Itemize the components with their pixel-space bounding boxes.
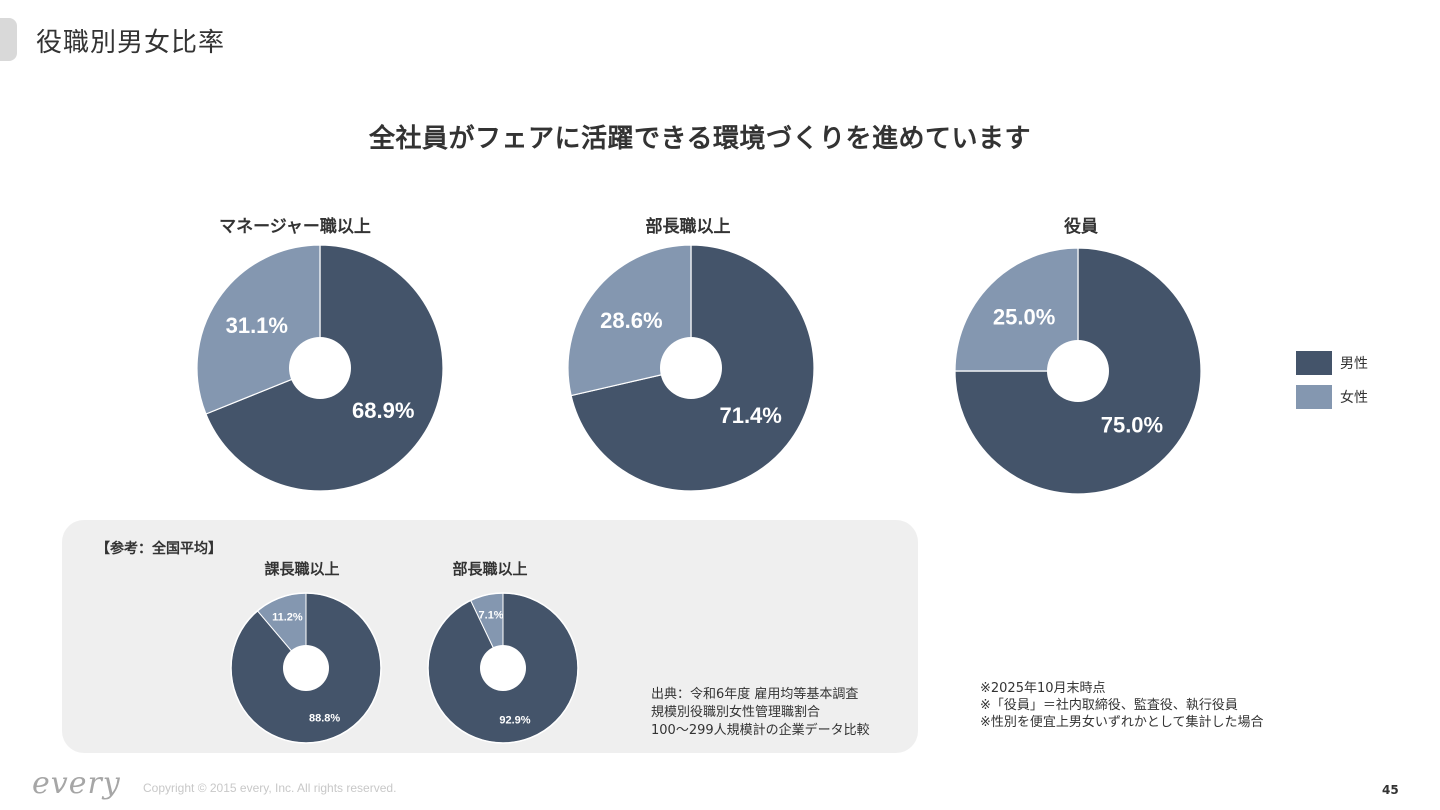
pie-data-label: 68.9% xyxy=(352,398,414,423)
reference-heading: 【参考：全国平均】 xyxy=(96,541,222,557)
pie-chart-director: 71.4% 28.6% xyxy=(567,244,815,492)
ref-pie-chart-section-chief: 88.8% 11.2% xyxy=(230,592,382,744)
source-line: 規模別役職別女性管理職割合 xyxy=(651,705,821,720)
pie-data-label: 25.0% xyxy=(993,305,1055,330)
source-line: 100〜299人規模計の企業データ比較 xyxy=(651,723,870,738)
pie-slice-female xyxy=(567,244,692,397)
pie-data-label: 28.6% xyxy=(600,308,662,333)
legend-item-male: 男性 xyxy=(1296,346,1368,380)
ref-chart-title-director: 部長職以上 xyxy=(452,560,528,578)
pie-outline xyxy=(230,592,382,744)
pie-data-label: 31.1% xyxy=(226,313,288,338)
company-logo: every xyxy=(32,766,121,801)
pie-chart-manager: 68.9% 31.1% xyxy=(196,244,444,492)
chart-title-director: 部長職以上 xyxy=(645,217,731,237)
pie-center-hole xyxy=(283,645,329,691)
pie-slice-female xyxy=(954,247,1079,372)
legend-item-female: 女性 xyxy=(1296,380,1368,414)
source-line: 出典：令和6年度 雇用均等基本調査 xyxy=(651,687,859,702)
pie-center-hole xyxy=(660,337,722,399)
footnote: ※性別を便宜上男女いずれかとして集計した場合 xyxy=(980,715,1264,730)
legend-label-female: 女性 xyxy=(1340,390,1368,406)
legend-label-male: 男性 xyxy=(1340,356,1368,372)
pie-data-label: 88.8% xyxy=(309,713,340,725)
ref-chart-title-section-chief: 課長職以上 xyxy=(264,560,340,578)
pie-data-label: 92.9% xyxy=(499,715,530,727)
footnotes: ※2025年10月末時点 ※「役員」＝社内取締役、監査役、執行役員 ※性別を便宜… xyxy=(980,680,1264,731)
footnote: ※2025年10月末時点 xyxy=(980,681,1106,696)
footnote: ※「役員」＝社内取締役、監査役、執行役員 xyxy=(980,698,1238,713)
pie-center-hole xyxy=(480,645,526,691)
page-number: 45 xyxy=(1382,783,1399,797)
headline: 全社員がフェアに活躍できる環境づくりを進めています xyxy=(369,124,1031,154)
page-title: 役職別男女比率 xyxy=(36,28,226,58)
pie-center-hole xyxy=(289,337,351,399)
legend-swatch-female xyxy=(1296,385,1332,409)
source-citation: 出典：令和6年度 雇用均等基本調査 規模別役職別女性管理職割合 100〜299人… xyxy=(651,686,870,740)
title-accent-tab xyxy=(0,18,17,61)
legend: 男性 女性 xyxy=(1296,346,1368,414)
pie-data-label: 11.2% xyxy=(272,611,303,623)
pie-outline xyxy=(427,592,579,744)
pie-data-label: 71.4% xyxy=(719,403,781,428)
ref-pie-chart-director: 92.9% 7.1% xyxy=(427,592,579,744)
chart-title-executive: 役員 xyxy=(1064,217,1098,237)
pie-data-label: 7.1% xyxy=(479,609,504,621)
copyright-text: Copyright © 2015 every, Inc. All rights … xyxy=(143,781,397,795)
pie-chart-executive: 75.0% 25.0% xyxy=(954,247,1202,495)
chart-title-manager: マネージャー職以上 xyxy=(219,217,371,237)
pie-data-label: 75.0% xyxy=(1101,412,1163,437)
legend-swatch-male xyxy=(1296,351,1332,375)
pie-center-hole xyxy=(1047,340,1109,402)
